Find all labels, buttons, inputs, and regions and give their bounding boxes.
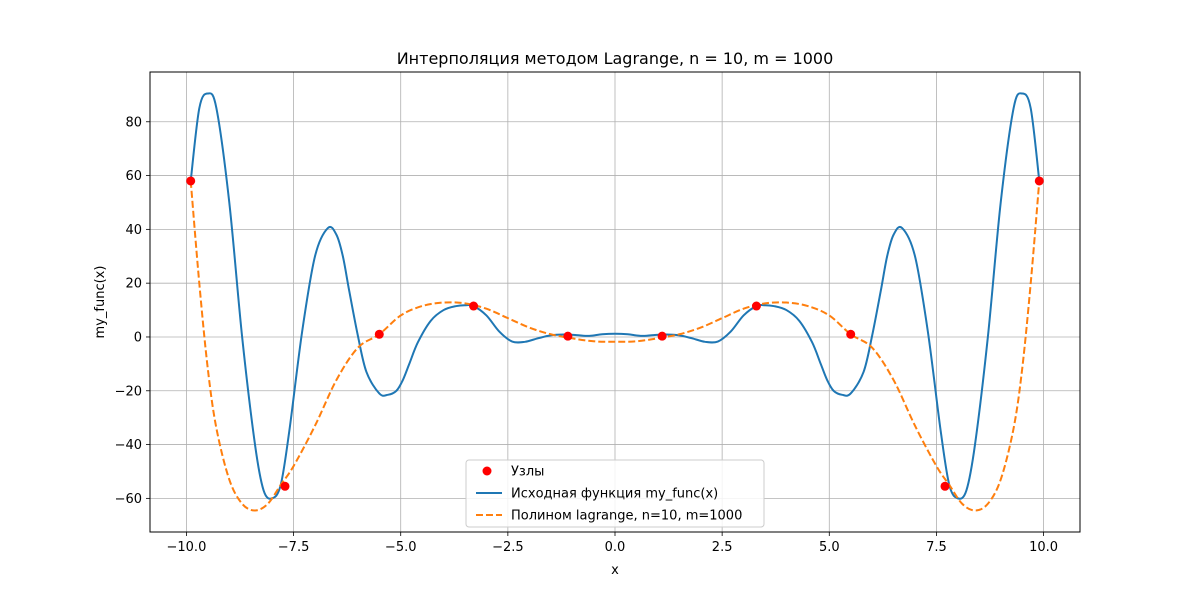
lagrange-polynomial-line — [189, 180, 1041, 512]
legend: Узлы Исходная функция my_func(x) Полином l… — [465, 459, 765, 528]
y-tick-label: −20 — [115, 384, 142, 399]
node-point — [469, 301, 479, 311]
legend-marker-nodes — [482, 466, 492, 476]
node-point — [1034, 176, 1044, 186]
node-point — [563, 331, 573, 341]
x-tick-label: 2.5 — [712, 540, 733, 555]
node-point — [846, 329, 856, 339]
x-tick-label: 0.0 — [605, 540, 626, 555]
x-axis: −10.0 −7.5 −5.0 −2.5 0.0 2.5 5.0 7.5 10.0 — [167, 532, 1058, 555]
x-axis-label: x — [611, 563, 619, 578]
x-tick-label: 7.5 — [926, 540, 947, 555]
y-axis: −60 −40 −20 0 20 40 60 80 — [115, 115, 150, 507]
x-tick-label: −5.0 — [385, 540, 417, 555]
x-tick-label: 10.0 — [1029, 540, 1058, 555]
legend-box — [465, 459, 765, 528]
node-point — [374, 329, 384, 339]
y-tick-label: 0 — [134, 330, 142, 345]
node-point — [280, 481, 290, 491]
x-tick-label: −2.5 — [492, 540, 524, 555]
plot-area — [186, 92, 1044, 512]
y-axis-label: my_func(x) — [93, 266, 108, 339]
x-tick-label: −10.0 — [167, 540, 207, 555]
legend-label: Полином lagrange, n=10, m=1000 — [511, 509, 742, 524]
chart-title: Интерполяция методом Lagrange, n = 10, m… — [397, 49, 834, 68]
legend-label: Узлы — [511, 465, 544, 480]
y-tick-label: 40 — [125, 223, 142, 238]
node-point — [657, 331, 667, 341]
y-tick-label: −40 — [115, 438, 142, 453]
y-tick-label: −60 — [115, 492, 142, 507]
y-tick-label: 20 — [125, 277, 142, 292]
node-point — [940, 481, 950, 491]
x-tick-label: 5.0 — [819, 540, 840, 555]
node-point — [751, 301, 761, 311]
y-tick-label: 60 — [125, 169, 142, 184]
node-point — [186, 176, 196, 186]
legend-label: Исходная функция my_func(x) — [511, 487, 718, 502]
y-tick-label: 80 — [125, 115, 142, 130]
x-tick-label: −7.5 — [278, 540, 310, 555]
original-function-line — [189, 92, 1041, 500]
